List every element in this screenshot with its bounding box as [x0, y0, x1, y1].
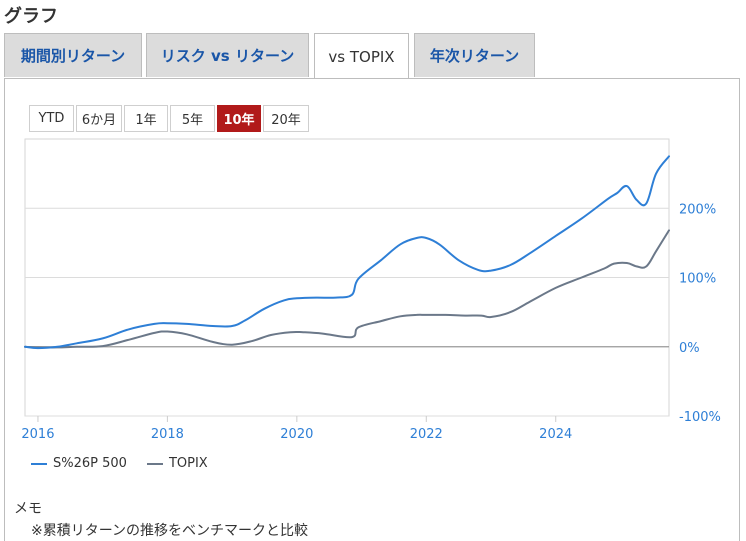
range-button-5y[interactable]: 5年 — [170, 105, 215, 132]
y-tick-label: -100% — [679, 410, 721, 425]
memo-title: メモ — [14, 501, 42, 517]
tab-annual-return[interactable]: 年次リターン — [414, 33, 535, 77]
legend-swatch-topix — [146, 462, 163, 465]
tab-risk-vs-return[interactable]: リスク vs リターン — [146, 33, 309, 77]
y-tick-label: 100% — [679, 272, 716, 287]
section-title: グラフ — [4, 6, 58, 27]
memo-text: ※累積リターンの推移をベンチマークと比較 — [31, 523, 309, 539]
range-selector: YTD 6か月 1年 5年 10年 20年 — [29, 105, 311, 132]
chart-panel — [4, 78, 740, 541]
x-tick-label: 2018 — [151, 427, 184, 442]
tab-vs-topix[interactable]: vs TOPIX — [314, 33, 409, 80]
range-button-6m[interactable]: 6か月 — [76, 105, 122, 132]
range-button-10y[interactable]: 10年 — [217, 105, 261, 132]
legend-item-topix[interactable]: TOPIX — [146, 456, 208, 471]
legend-item-sp500[interactable]: S%26P 500 — [31, 456, 127, 471]
x-tick-label: 2022 — [410, 427, 443, 442]
range-button-1y[interactable]: 1年 — [124, 105, 168, 132]
range-button-20y[interactable]: 20年 — [263, 105, 309, 132]
series-line-topix — [24, 229, 670, 349]
legend-swatch-sp500 — [31, 462, 47, 465]
range-button-ytd[interactable]: YTD — [29, 105, 74, 132]
y-tick-label: 200% — [679, 202, 716, 217]
legend-label-topix: TOPIX — [168, 456, 208, 471]
legend-label-sp500: S%26P 500 — [53, 456, 127, 471]
series-line-sp500 — [24, 155, 670, 350]
y-tick-label: 0% — [679, 341, 700, 356]
tab-period-return[interactable]: 期間別リターン — [4, 33, 142, 77]
x-tick-label: 2024 — [539, 427, 572, 442]
chart-legend: S%26P 500 TOPIX — [31, 456, 228, 471]
x-tick-label: 2016 — [21, 427, 54, 442]
x-tick-label: 2020 — [280, 427, 313, 442]
